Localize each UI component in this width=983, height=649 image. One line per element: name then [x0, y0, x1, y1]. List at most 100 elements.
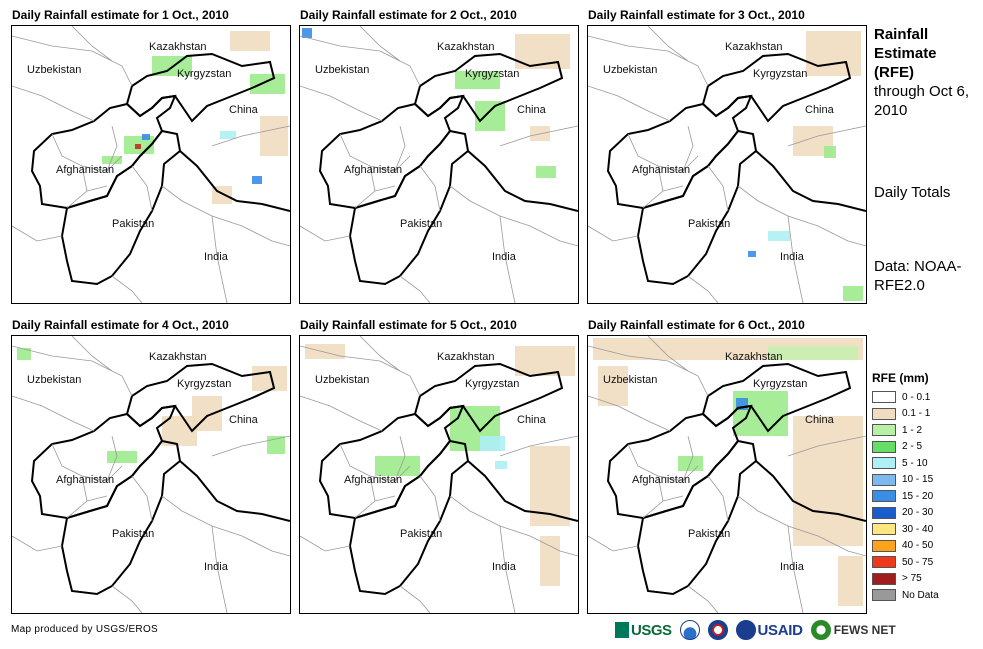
rainfall-area [17, 348, 31, 360]
rainfall-area [806, 31, 861, 76]
rainfall-area [252, 176, 262, 184]
admin-boundary [111, 275, 143, 303]
country-label-india: India [492, 251, 516, 263]
country-boundary [636, 129, 758, 286]
fews-logo: FEWS NET [810, 620, 896, 640]
legend-label: 50 - 75 [902, 556, 934, 568]
admin-boundary [682, 125, 694, 172]
country-boundary [60, 129, 182, 286]
admin-boundary [787, 125, 866, 147]
country-boundary [701, 52, 852, 123]
admin-boundary [300, 85, 383, 122]
legend-swatch [872, 539, 896, 552]
rainfall-area [768, 346, 858, 360]
rainfall-map: Kazakhstan Kyrgyzstan Uzbekistan China Afgha… [11, 335, 291, 614]
legend-item: 5 - 10 [872, 455, 972, 472]
rainfall-map-panel: Daily Rainfall estimate for 3 Oct., 2010… [587, 8, 867, 304]
country-boundary [125, 52, 276, 123]
admin-boundary [12, 395, 95, 432]
admin-boundary [71, 26, 113, 62]
legend-label: 40 - 50 [902, 540, 934, 552]
rainfall-area [305, 344, 345, 359]
admin-boundary [707, 475, 729, 522]
legend-swatch [872, 473, 896, 486]
country-label-pakistan: Pakistan [400, 218, 443, 230]
country-label-india: India [204, 561, 228, 573]
noaa-seal-icon [679, 620, 700, 640]
fews-logo-text: FEWS NET [833, 623, 896, 637]
admin-boundary [787, 215, 804, 303]
country-label-uzbekistan: Uzbekistan [27, 374, 82, 386]
admin-boundary [657, 165, 664, 192]
legend-label: No Data [902, 589, 939, 601]
country-label-afghanistan: Afghanistan [632, 164, 691, 176]
rainfall-area [375, 456, 420, 476]
country-boundary [467, 460, 578, 522]
legend-item: No Data [872, 587, 972, 604]
admin-boundary [211, 435, 290, 457]
legend-item: 2 - 5 [872, 439, 972, 456]
legend-label: 20 - 30 [902, 507, 934, 519]
rainfall-area [302, 28, 312, 38]
admin-boundary [817, 535, 866, 557]
map-canvas [12, 336, 290, 613]
legend-swatch [872, 424, 896, 437]
usaid-logo-text: USAID [757, 621, 803, 639]
country-boundary [413, 362, 564, 433]
country-label-india: India [204, 251, 228, 263]
usaid-logo: USAID [735, 620, 803, 640]
legend-swatch [872, 589, 896, 602]
admin-boundary [241, 535, 290, 557]
admin-boundary [787, 435, 866, 457]
legend-items: 0 - 0.1 0.1 - 1 1 - 2 2 - 5 5 - 10 10 - 15 15 … [872, 389, 972, 604]
admin-boundary [657, 475, 664, 502]
rainfall-map: Kazakhstan Kyrgyzstan Uzbekistan China Afgha… [299, 335, 579, 614]
rainfall-area [515, 346, 575, 376]
rainfall-area [230, 31, 270, 51]
country-label-kazakhstan: Kazakhstan [149, 351, 207, 363]
rainfall-area [843, 286, 863, 301]
rainfall-area [678, 456, 703, 471]
country-label-china: China [517, 104, 546, 116]
legend-swatch [872, 572, 896, 585]
country-boundary [701, 362, 852, 433]
admin-boundary [161, 495, 243, 537]
admin-boundary [399, 275, 431, 303]
admin-boundary [588, 35, 709, 87]
legend-label: 2 - 5 [902, 441, 923, 453]
map-canvas [588, 26, 866, 303]
country-label-kazakhstan: Kazakhstan [725, 351, 783, 363]
country-label-kazakhstan: Kazakhstan [149, 41, 207, 53]
rainfall-area [250, 74, 285, 94]
country-label-china: China [805, 414, 834, 426]
panel-title: Daily Rainfall estimate for 6 Oct., 2010 [588, 318, 805, 332]
country-label-pakistan: Pakistan [688, 218, 731, 230]
admin-boundary [419, 475, 441, 522]
rainfall-area [135, 144, 141, 149]
nasa-seal-icon [707, 620, 728, 640]
rainfall-area [455, 71, 500, 89]
admin-boundary [300, 535, 351, 552]
legend-label: 5 - 10 [902, 457, 928, 469]
legend-title: RFE (mm) [872, 371, 929, 385]
country-boundary [30, 404, 177, 520]
admin-boundary [647, 26, 689, 62]
rainfall-area [536, 166, 556, 178]
rainfall-area [252, 366, 287, 391]
rainfall-area [260, 116, 288, 156]
admin-boundary [449, 495, 531, 537]
usgs-wave-icon [615, 622, 629, 638]
rainfall-map-panel: Daily Rainfall estimate for 5 Oct., 2010… [299, 318, 579, 614]
map-canvas [588, 336, 866, 613]
rainfall-map: Kazakhstan Kyrgyzstan Uzbekistan China Afgha… [11, 25, 291, 304]
admin-boundary [499, 525, 516, 613]
nasa-logo [707, 620, 728, 640]
legend-swatch [872, 490, 896, 503]
legend-label: 1 - 2 [902, 424, 923, 436]
legend: RFE (mm) 0 - 0.1 0.1 - 1 1 - 2 2 - 5 5 - 10 1… [872, 371, 972, 604]
legend-item: 0.1 - 1 [872, 406, 972, 423]
admin-boundary [588, 535, 639, 552]
map-canvas [300, 26, 578, 303]
admin-boundary [588, 395, 671, 432]
admin-boundary [131, 475, 153, 522]
